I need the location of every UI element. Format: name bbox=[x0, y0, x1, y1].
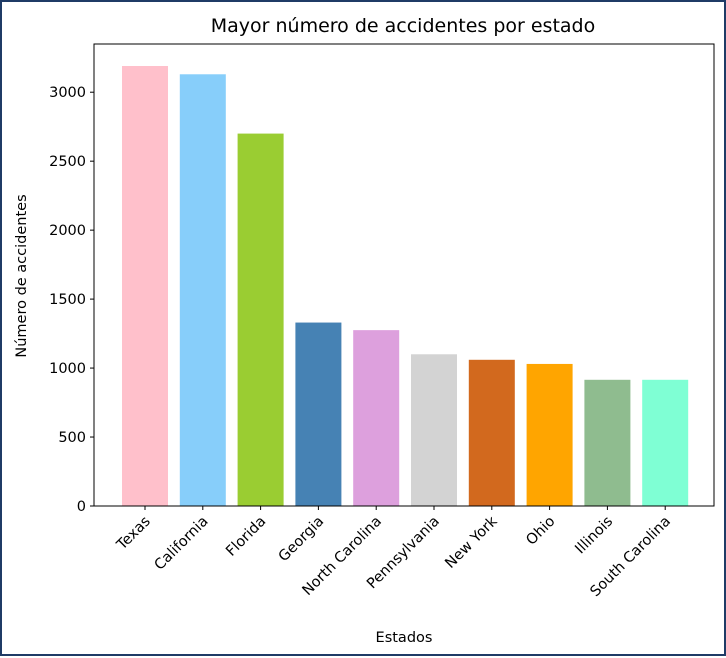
y-tick-label: 1500 bbox=[49, 292, 86, 308]
x-tick-label: Florida bbox=[223, 514, 269, 560]
bar-illinois bbox=[584, 379, 631, 506]
y-tick-label: 1000 bbox=[49, 361, 86, 377]
y-tick-label: 0 bbox=[77, 499, 86, 515]
y-axis-label: Número de accidentes bbox=[14, 194, 30, 357]
bar-south-carolina bbox=[642, 379, 689, 506]
y-tick-label: 3000 bbox=[49, 85, 86, 101]
bar-texas bbox=[122, 66, 168, 506]
y-tick-label: 2000 bbox=[49, 223, 86, 239]
x-tick-label: New York bbox=[442, 513, 501, 572]
bar-california bbox=[179, 74, 226, 506]
plot-area-frame bbox=[93, 43, 715, 507]
bar-pennsylvania bbox=[411, 354, 457, 506]
x-tick-label: Georgia bbox=[276, 514, 328, 566]
bar-georgia bbox=[295, 322, 342, 506]
bar-new-york bbox=[468, 359, 515, 506]
x-tick-label: Illinois bbox=[572, 514, 616, 558]
y-tick-label: 2500 bbox=[49, 154, 86, 170]
y-axis-ticks: 0 500 1000 1500 2000 2500 3000 bbox=[49, 85, 94, 515]
x-tick-label: Ohio bbox=[523, 513, 558, 548]
x-axis-label: Estados bbox=[376, 630, 433, 646]
x-tick-label: California bbox=[152, 514, 212, 574]
bar-north-carolina bbox=[353, 330, 400, 506]
chart-title: Mayor número de accidentes por estado bbox=[211, 15, 595, 37]
y-tick-label: 500 bbox=[58, 430, 86, 446]
bar-florida bbox=[237, 133, 284, 506]
bars-group bbox=[122, 66, 689, 506]
x-tick-label: Texas bbox=[113, 514, 153, 554]
bar-ohio bbox=[526, 363, 573, 506]
